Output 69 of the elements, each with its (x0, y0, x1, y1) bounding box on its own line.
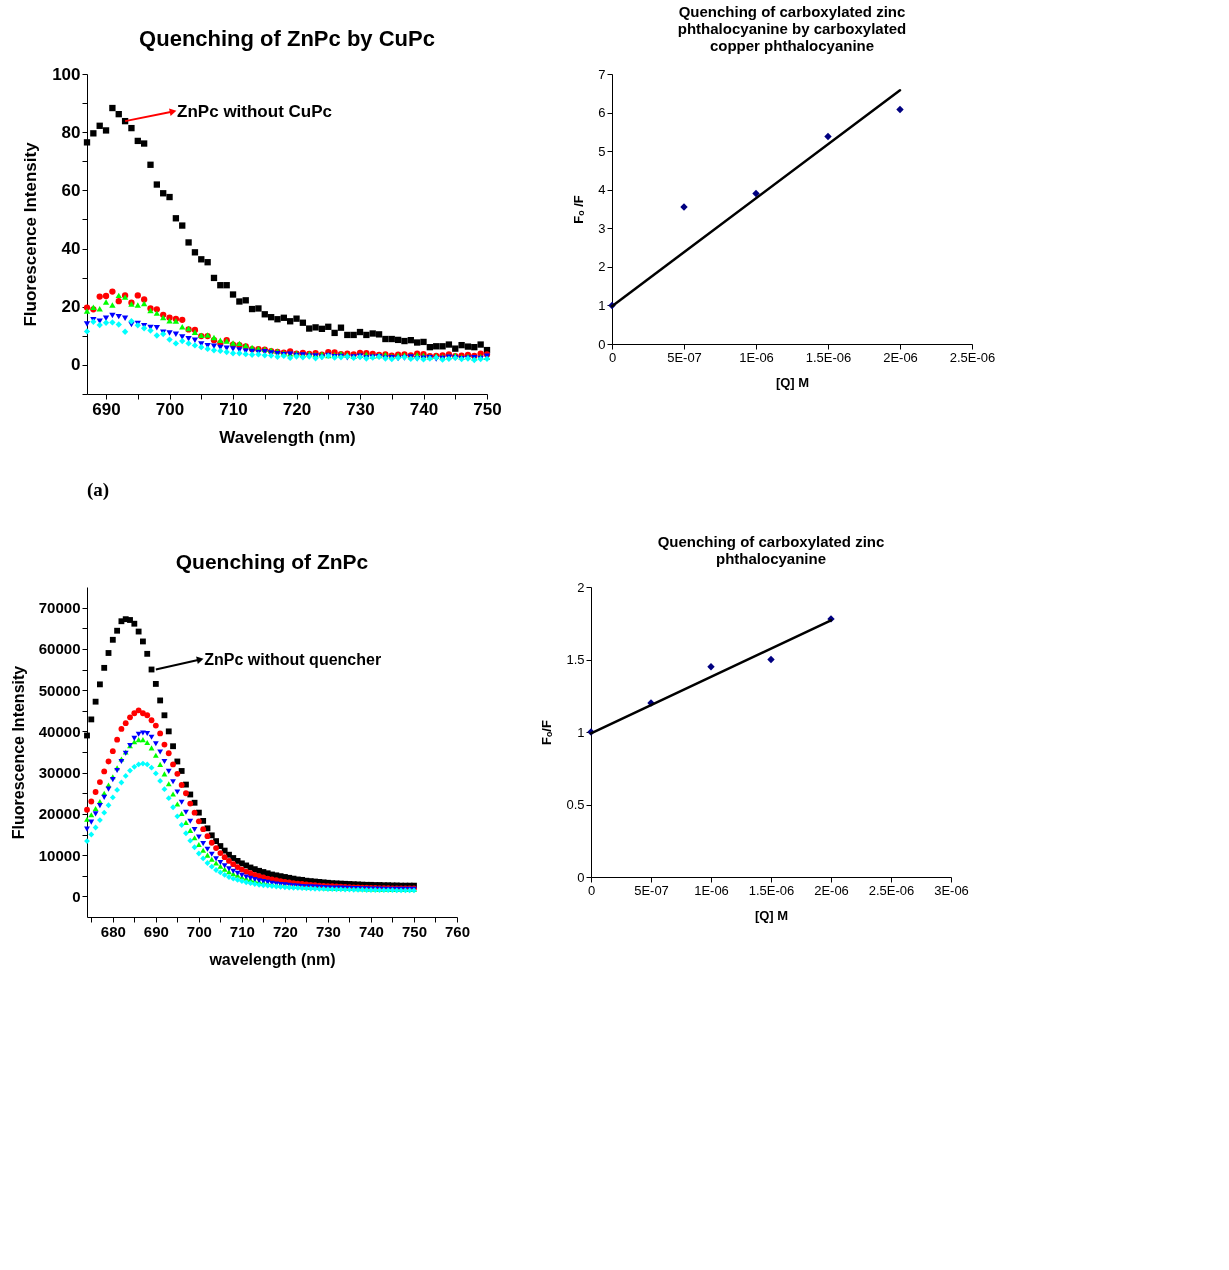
x-tick-label: 2E-06 (883, 349, 918, 365)
y-tick-label: 1 (577, 724, 585, 740)
x-tick-label: 740 (409, 399, 439, 419)
chart-title: Quenching of carboxylated zinc phthalocyanine by carboxylated copper phthalocyanine (677, 3, 907, 54)
x-tick-label: 750 (401, 922, 427, 940)
y-tick-label: 40000 (38, 722, 81, 740)
x-tick-label: 700 (155, 399, 185, 419)
x-tick-label: 740 (358, 922, 384, 940)
y-tick-label: 50000 (38, 681, 81, 699)
x-tick-label: 730 (346, 399, 375, 419)
x-tick-label: 700 (186, 922, 212, 940)
y-tick-label: 4 (598, 182, 606, 198)
y-tick-label: 3 (598, 220, 606, 236)
x-axis-title: wavelength (nm) (208, 950, 336, 968)
y-tick-label: 1 (598, 297, 606, 313)
y-tick-label: 0 (598, 336, 606, 352)
x-tick-label: 750 (473, 399, 502, 419)
y-tick-label: 7 (598, 66, 606, 82)
y-tick-label: 0.5 (566, 797, 585, 812)
chart-title: Quenching of carboxylated zinc phthalocyanine (657, 533, 885, 567)
y-tick-label: 5 (598, 143, 606, 159)
x-tick-label: 720 (272, 922, 298, 940)
y-tick-label: 10000 (38, 846, 81, 864)
x-tick-label: 710 (229, 922, 255, 940)
x-axis-title: [Q] M (775, 374, 810, 390)
x-tick-label: 0 (608, 349, 617, 365)
y-tick-label: 60000 (38, 640, 81, 658)
x-tick-label: 2.5E-06 (868, 882, 915, 898)
x-tick-label: 720 (282, 399, 312, 419)
y-tick-label: 20000 (38, 805, 81, 823)
y-axis-title: Fluorescence Intensity (21, 141, 41, 327)
x-tick-label: 730 (315, 922, 341, 940)
y-tick-label: 0 (577, 869, 585, 885)
x-tick-label: 690 (92, 399, 121, 419)
x-tick-label: 3E-06 (934, 882, 969, 898)
y-tick-label: 20 (61, 297, 81, 317)
y-tick-label: 1.5 (566, 652, 585, 667)
y-axis-title: Fₒ/F (539, 720, 555, 745)
x-axis-title: Wavelength (nm) (219, 427, 356, 447)
y-tick-label: 80 (61, 122, 81, 142)
x-tick-label: 5E-07 (634, 882, 669, 898)
chart-title: Quenching of ZnPc by CuPc (139, 26, 435, 51)
x-tick-label: 2.5E-06 (949, 349, 996, 365)
x-tick-label: 680 (100, 922, 126, 940)
x-tick-label: 1.5E-06 (748, 882, 795, 898)
x-tick-label: 1.5E-06 (805, 349, 852, 365)
y-axis-title: Fluorescence Intensity (9, 665, 27, 840)
y-tick-label: 30000 (38, 764, 81, 782)
x-tick-label: 1E-06 (694, 882, 729, 898)
chart-title: Quenching of ZnPc (175, 550, 369, 573)
y-tick-label: 6 (598, 105, 606, 121)
annotation: ZnPc without CuPc (177, 101, 332, 121)
x-tick-label: 710 (219, 399, 248, 419)
y-tick-label: 100 (52, 64, 81, 84)
annotation: ZnPc without quencher (204, 650, 382, 668)
y-tick-label: 70000 (38, 599, 81, 617)
x-tick-label: 5E-07 (667, 349, 702, 365)
y-tick-label: 2 (577, 579, 585, 595)
y-tick-label: 60 (61, 180, 81, 200)
x-tick-label: 0 (587, 882, 596, 898)
x-tick-label: 760 (444, 922, 471, 940)
y-tick-label: 2 (598, 259, 606, 275)
y-tick-label: 40 (61, 239, 81, 259)
x-tick-label: 2E-06 (814, 882, 849, 898)
text: (a) (87, 479, 110, 501)
x-tick-label: 1E-06 (739, 349, 774, 365)
x-axis-title: [Q] M (754, 907, 789, 923)
x-tick-label: 690 (143, 922, 169, 940)
y-axis-title: Fₒ /F (571, 195, 587, 224)
